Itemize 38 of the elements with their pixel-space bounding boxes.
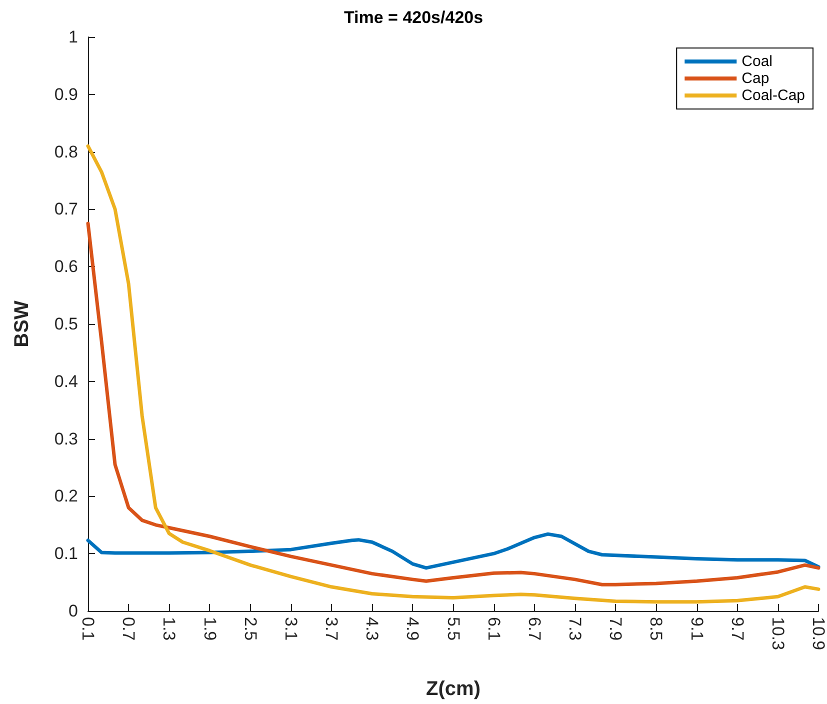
legend-label: Coal-Cap xyxy=(742,87,806,104)
y-tick-label: 0.5 xyxy=(54,314,78,334)
line-series xyxy=(86,144,820,604)
legend-label: Cap xyxy=(742,70,770,87)
y-tick-label: 0.4 xyxy=(54,372,78,391)
x-tick-label: 1.9 xyxy=(200,617,220,641)
x-axis-title: Z(cm) xyxy=(426,678,480,700)
line-series xyxy=(86,222,820,586)
y-tick-label: 0.7 xyxy=(54,200,78,219)
y-tick-label: 1 xyxy=(68,28,78,46)
x-tick-label: 2.5 xyxy=(240,617,260,641)
x-tick-label: 4.3 xyxy=(362,617,382,641)
x-tick-label: 7.9 xyxy=(606,617,626,641)
x-tick-label: 1.3 xyxy=(160,617,179,641)
y-tick-label: 0 xyxy=(68,602,78,620)
y-tick-label: 0.1 xyxy=(54,544,78,564)
x-tick-label: 8.5 xyxy=(646,617,666,641)
x-tick-label: 6.1 xyxy=(484,617,504,641)
x-tick-label: 7.3 xyxy=(566,617,584,641)
y-tick-label: 0.3 xyxy=(54,429,78,448)
y-tick-label: 0.9 xyxy=(54,84,78,104)
y-tick-label: 0.6 xyxy=(54,257,78,276)
x-tick-label: 3.1 xyxy=(281,617,300,641)
x-tick-label: 3.7 xyxy=(322,617,341,641)
legend-label: Coal xyxy=(742,53,772,70)
x-tick-label: 6.7 xyxy=(524,617,544,641)
x-tick-label: 0.7 xyxy=(119,617,138,641)
x-tick-label: 4.9 xyxy=(403,617,422,641)
x-tick-label: 10.9 xyxy=(809,617,827,650)
x-tick-label: 9.1 xyxy=(687,617,706,641)
y-tick-label: 0.8 xyxy=(54,142,78,162)
y-tick-label: 0.2 xyxy=(54,486,78,506)
x-tick-label: 9.7 xyxy=(728,617,747,641)
line-series xyxy=(86,532,820,570)
x-tick-label: 5.5 xyxy=(444,617,463,641)
chart-title: Time = 420s/420s xyxy=(344,8,484,27)
x-tick-label: 10.3 xyxy=(768,617,788,650)
y-axis-title: BSW xyxy=(11,300,33,348)
